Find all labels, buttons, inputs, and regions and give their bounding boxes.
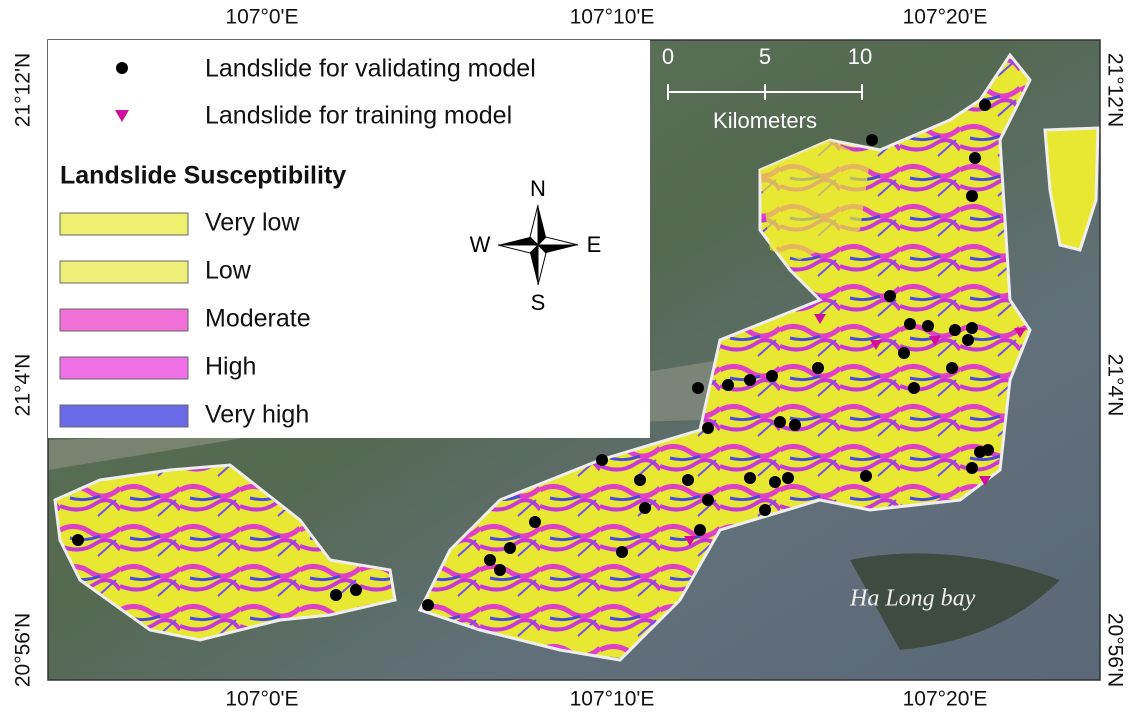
landslide-point [949, 324, 961, 336]
landslide-point [702, 422, 714, 434]
landslide-point [812, 362, 824, 374]
landslide-point [639, 502, 651, 514]
landslide-point [616, 546, 628, 558]
landslide-point [529, 516, 541, 528]
longitude-label: 107°10'E [570, 6, 655, 29]
landslide-point [884, 290, 896, 302]
landslide-point [962, 334, 974, 346]
landslide-point [908, 382, 920, 394]
latitude-label: 21°12'N [12, 53, 35, 127]
east-label: E [587, 232, 602, 257]
landslide-point [350, 584, 362, 596]
latitude-label: 20°56'N [12, 613, 35, 687]
landslide-point [634, 474, 646, 486]
longitude-label: 107°20'E [903, 688, 988, 711]
map: Ha Long bay Landslide for validating mod… [0, 0, 1136, 718]
landslide-point [782, 472, 794, 484]
class-swatch [60, 213, 188, 235]
scale-label: 10 [848, 44, 872, 69]
latitude-label: 21°4'N [12, 354, 35, 417]
longitude-label: 107°10'E [570, 688, 655, 711]
class-swatch [60, 405, 188, 427]
latitude-label: 21°4'N [1103, 354, 1126, 417]
class-swatch [60, 309, 188, 331]
landslide-point [982, 444, 994, 456]
class-label: Moderate [205, 305, 311, 333]
longitude-label: 107°20'E [903, 6, 988, 29]
landslide-point [330, 589, 342, 601]
landslide-point [866, 134, 878, 146]
landslide-point [504, 542, 516, 554]
south-label: S [531, 290, 546, 315]
landslide-point [422, 599, 434, 611]
scale-unit: Kilometers [713, 108, 817, 133]
landslide-point [922, 320, 934, 332]
landslide-point [966, 190, 978, 202]
scale-label: 5 [759, 44, 771, 69]
landslide-point [484, 554, 496, 566]
class-label: High [205, 353, 256, 381]
latitude-label: 20°56'N [1103, 613, 1126, 687]
north-label: N [530, 176, 546, 201]
landslide-point [860, 470, 872, 482]
class-label: Very high [205, 401, 309, 429]
west-label: W [470, 232, 491, 257]
landslide-point [494, 564, 506, 576]
legend-entry: Landslide for training model [205, 102, 512, 130]
landslide-point [759, 504, 771, 516]
landslide-point [904, 318, 916, 330]
landslide-point [946, 362, 958, 374]
scale-label: 0 [662, 44, 674, 69]
validate-symbol [116, 62, 128, 74]
landslide-point [966, 322, 978, 334]
class-label: Very low [205, 209, 300, 237]
landslide-point [744, 374, 756, 386]
landslide-point [72, 534, 84, 546]
landslide-point [692, 382, 704, 394]
landslide-point [744, 472, 756, 484]
landslide-point [969, 152, 981, 164]
class-swatch [60, 357, 188, 379]
landslide-point [979, 99, 991, 111]
landslide-point [966, 462, 978, 474]
class-swatch [60, 261, 188, 283]
longitude-label: 107°0'E [225, 6, 298, 29]
class-label: Low [205, 257, 252, 285]
landslide-point [722, 379, 734, 391]
landslide-point [682, 474, 694, 486]
landslide-point [898, 347, 910, 359]
landslide-point [702, 494, 714, 506]
place-label: Ha Long bay [849, 586, 976, 612]
landslide-point [789, 419, 801, 431]
landslide-point [769, 476, 781, 488]
legend-entry: Landslide for validating model [205, 55, 536, 83]
landslide-point [766, 370, 778, 382]
legend-title: Landslide Susceptibility [60, 162, 346, 190]
landslide-point [694, 524, 706, 536]
longitude-label: 107°0'E [225, 688, 298, 711]
landslide-point [596, 454, 608, 466]
latitude-label: 21°12'N [1103, 53, 1126, 127]
landslide-point [774, 416, 786, 428]
